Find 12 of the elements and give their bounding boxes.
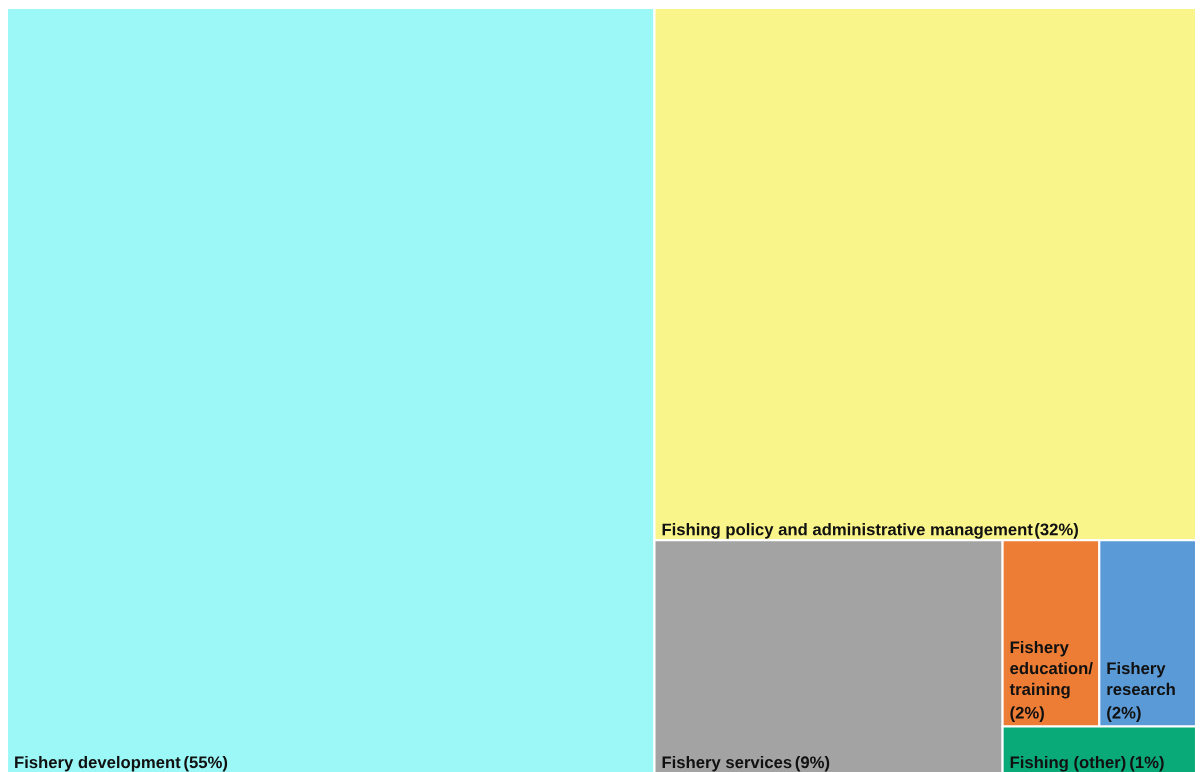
data-label: (9%): [795, 755, 830, 772]
data-label: (2%): [1107, 706, 1141, 722]
data-label: (1%): [1130, 755, 1164, 772]
category-label: Fishery services: [662, 755, 792, 772]
category-label: Fishery development: [15, 755, 181, 772]
category-label: Fishing (other): [1010, 755, 1126, 772]
category-label: Fishery research: [1107, 661, 1175, 696]
data-label: (32%): [1035, 523, 1078, 539]
data-label: (2%): [1010, 706, 1044, 722]
category-label: Fishing policy and administrative management: [662, 523, 1033, 539]
category-label: Fishery education/training: [1009, 640, 1093, 699]
data-label: (55%): [184, 755, 228, 772]
